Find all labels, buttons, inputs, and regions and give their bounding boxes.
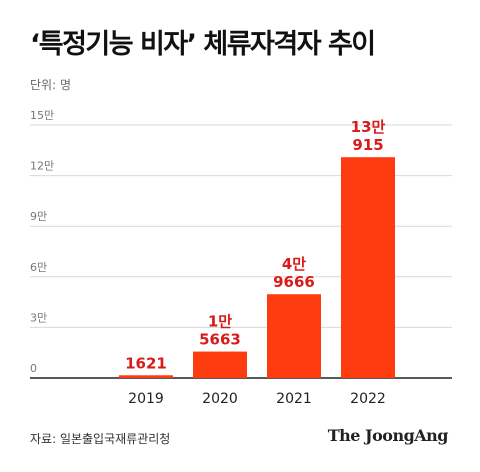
x-tick-label: 2021 [276,391,312,407]
x-tick-label: 2019 [128,391,164,407]
x-tick-label: 2022 [350,391,386,407]
data-label: 9666 [273,273,315,291]
bar [341,157,395,378]
chart-title: ‘특정기능 비자’ 체류자격자 추이 [30,29,376,60]
bar [119,375,173,378]
y-tick-label: 0 [30,362,37,375]
data-label: 5663 [199,331,241,349]
y-tick-label: 15만 [30,109,54,122]
data-label: 4만 [282,255,306,273]
y-tick-label: 12만 [30,160,54,173]
data-label: 13만 [351,118,386,136]
source-note: 자료: 일본출입국재류관리청 [30,432,171,446]
bars [119,157,395,378]
unit-label: 단위: 명 [30,78,71,92]
bar [193,351,247,378]
data-label: 1621 [125,354,167,372]
y-tick-label: 6만 [30,261,47,274]
y-tick-label: 9만 [30,210,47,223]
data-label: 915 [352,136,383,154]
data-label: 1만 [208,313,232,331]
bar [267,294,321,378]
publisher-logo: The JoongAng [327,426,449,445]
y-tick-label: 3만 [30,311,47,324]
x-tick-label: 2020 [202,391,238,407]
